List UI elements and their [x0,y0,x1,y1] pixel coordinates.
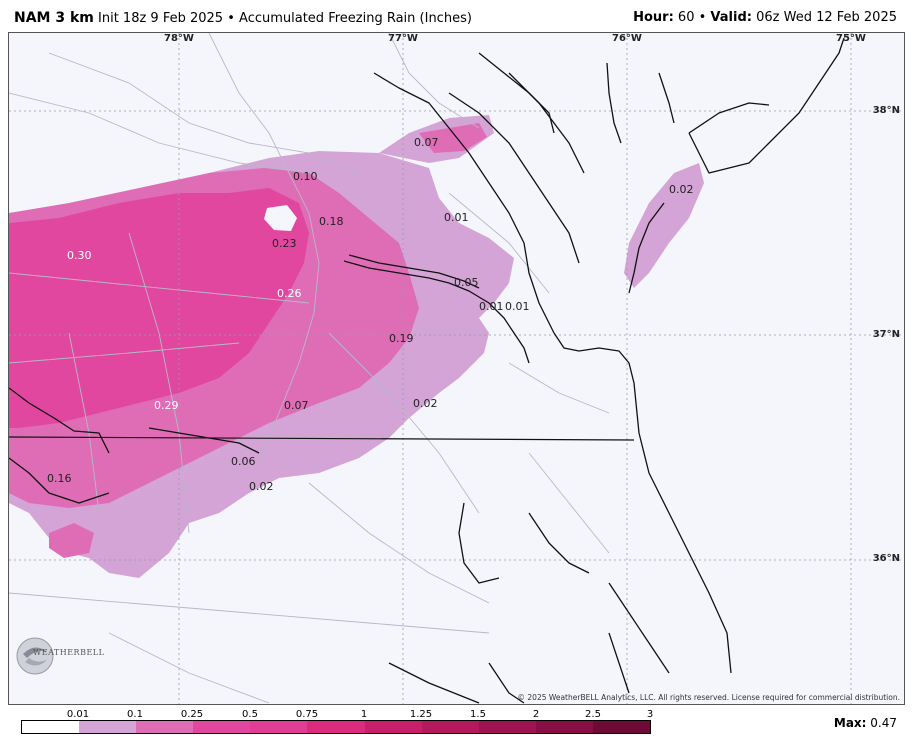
value-label: 0.02 [249,480,274,493]
lon-label-77w: 77°W [388,33,418,44]
lat-label-37n: 37°N [872,329,900,340]
weatherbell-logo: WEATHERBELL [13,634,104,678]
header-separator-2: • [698,10,707,25]
legend-swatch [421,721,479,733]
lon-label-76w: 76°W [612,33,642,44]
legend-swatch [592,721,651,733]
logo-text: WEATHERBELL [33,648,105,657]
value-label: 0.18 [319,215,344,228]
header-valid: Hour: 60 • Valid: 06z Wed 12 Feb 2025 [633,10,897,25]
lon-label-75w: 75°W [836,33,866,44]
state-border [9,436,635,441]
legend-tick-label: 2 [532,709,540,720]
legend-tick-label: 0.75 [295,709,319,720]
legend-colorbar [21,720,651,734]
max-value-text: 0.47 [870,716,897,730]
copyright-text: © 2025 WeatherBELL Analytics, LLC. All r… [517,693,900,702]
legend-tick-label: 0.01 [66,709,90,720]
map-header: NAM 3 km Init 18z 9 Feb 2025 • Accumulat… [0,0,913,32]
value-label: 0.07 [414,136,439,149]
header-title: NAM 3 km Init 18z 9 Feb 2025 • Accumulat… [14,10,472,26]
coastlines [9,37,845,704]
value-label: 0.16 [47,472,72,485]
value-label: 0.02 [413,397,438,410]
hour-value: 60 [677,10,695,25]
value-label: 0.26 [277,287,302,300]
max-value: Max: 0.47 [834,716,897,730]
value-label: 0.06 [231,455,256,468]
legend-tick-label: 0.1 [127,709,143,720]
map-canvas [9,33,904,704]
value-label: 0.10 [293,170,318,183]
header-separator: • [227,11,235,26]
value-label: 0.05 [454,276,479,289]
lat-label-36n: 36°N [872,553,900,564]
legend-tick-label: 0.25 [180,709,204,720]
legend-swatch [535,721,593,733]
value-label: 0.01 [479,300,504,313]
graticule [9,33,904,704]
map-panel[interactable]: 78°W 77°W 76°W 75°W 38°N 37°N 36°N 0.07 … [8,32,905,705]
value-label: 0.07 [284,399,309,412]
legend-tick-label: 0.5 [242,709,258,720]
clear-hole [264,205,297,231]
valid-value: 06z Wed 12 Feb 2025 [756,10,897,25]
legend-swatch [193,721,251,733]
product-name: Accumulated Freezing Rain (Inches) [239,11,472,26]
legend-swatch [22,721,80,733]
max-label-text: Max: [833,716,867,730]
value-label: 0.30 [67,249,92,262]
lat-label-38n: 38°N [872,105,900,116]
legend-swatch [478,721,536,733]
valid-label: Valid: [710,10,752,25]
legend-tick-label: 2.5 [585,709,601,720]
legend-swatch [307,721,365,733]
value-label: 0.01 [444,211,469,224]
value-label: 0.19 [389,332,414,345]
value-label: 0.29 [154,399,179,412]
fzra-heavy-area [9,188,309,428]
county-lines [9,33,610,704]
legend-tick-label: 1.5 [470,709,486,720]
init-time: Init 18z 9 Feb 2025 [98,11,224,26]
legend-swatch [364,721,422,733]
legend-tick-label: 1.25 [409,709,433,720]
hour-label: Hour: [633,10,674,25]
lon-label-78w: 78°W [164,33,194,44]
value-label: 0.23 [272,237,297,250]
legend-swatch [79,721,137,733]
legend-tick-label: 1 [360,709,368,720]
model-name: NAM 3 km [14,10,94,26]
legend-swatch [250,721,308,733]
value-label: 0.02 [669,183,694,196]
legend-swatch [136,721,194,733]
value-label: 0.01 [505,300,530,313]
legend-tick-label: 3 [646,709,654,720]
